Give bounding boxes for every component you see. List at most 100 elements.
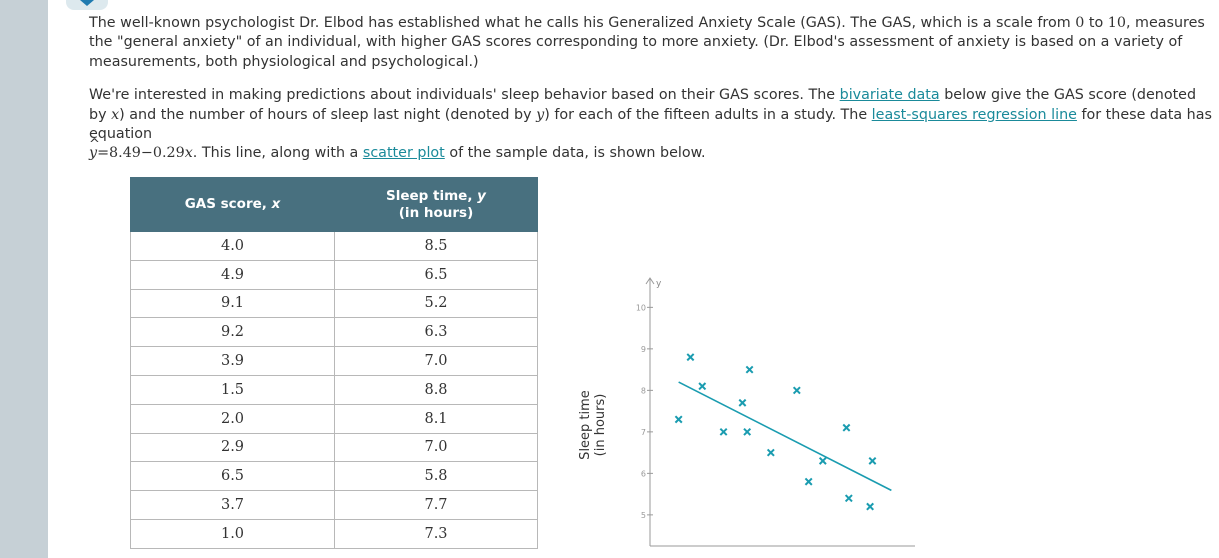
intro-paragraph-2: We're interested in making predictions a… (89, 86, 1215, 164)
table-row: 3.7 7.7 (130, 490, 538, 520)
regression-equation: ^ y (89, 137, 100, 163)
data-point (818, 457, 827, 465)
y-tick-label: 5 (641, 511, 646, 520)
header-y-label: Sleep time, (386, 187, 478, 204)
data-point (743, 427, 752, 436)
data-point-stroke (842, 423, 851, 432)
data-point (698, 382, 707, 391)
gas-score-cell: 6.5 (130, 461, 335, 492)
gas-score-cell: 2.0 (130, 403, 335, 434)
sleep-time-cell: 8.8 (334, 374, 538, 405)
data-point-stroke (792, 386, 801, 395)
data-point-stroke (804, 477, 813, 486)
intro-text: , measures the "general anxiety" of an i… (89, 15, 1205, 70)
sleep-time-cell: 5.8 (334, 461, 538, 492)
y-tick-label: 8 (641, 386, 646, 395)
sleep-time-cell: 5.2 (334, 288, 538, 319)
hat-symbol: ^ (89, 137, 100, 153)
y-axis-title-line2: (in hours) (593, 393, 608, 457)
eq-rhs: =8.49−0.29 (97, 145, 185, 162)
y-axis-ticks: 5 6 7 8 9 10 (636, 303, 653, 520)
data-point-stroke (674, 415, 683, 424)
header-sleep-time: Sleep time, y (in hours) (334, 177, 538, 232)
table-header-row: GAS score, x Sleep time, y (in hours) (130, 177, 538, 232)
intro-text: below give the GAS score (denoted by (89, 87, 1197, 123)
gas-score-cell: 4.0 (130, 231, 335, 261)
data-points (674, 353, 877, 511)
data-point (792, 386, 801, 395)
data-point-stroke (686, 353, 695, 362)
sleep-time-cell: 7.0 (334, 346, 538, 376)
header-y-units: (in hours) (398, 204, 474, 221)
intro-paragraph-1: The well-known psychologist Dr. Elbod ha… (89, 14, 1215, 72)
table-row: 4.9 6.5 (130, 259, 538, 290)
data-point (738, 398, 747, 407)
intro-text: . This line, along with a (192, 145, 363, 162)
gas-score-cell: 3.9 (130, 346, 335, 376)
table-row: 9.2 6.3 (130, 317, 538, 348)
y-tick-label: 6 (641, 469, 646, 478)
data-point-stroke (743, 427, 752, 436)
sleep-time-cell: 6.3 (334, 317, 538, 348)
var-x: x (111, 106, 120, 123)
data-point-stroke (818, 457, 827, 465)
table-row: 9.1 5.2 (130, 288, 538, 319)
y-axis-title: Sleep time (in hours) (573, 385, 613, 465)
intro-text: ) for each of the fifteen adults in a st… (544, 106, 872, 123)
gas-score-cell: 3.7 (130, 490, 335, 520)
y-tick-label: 9 (641, 345, 646, 354)
data-point (842, 423, 851, 432)
regression-line (678, 381, 892, 492)
gas-score-cell: 2.9 (130, 432, 335, 463)
bivariate-data-link[interactable]: bivariate data (839, 87, 940, 104)
chevron-down-icon[interactable] (80, 0, 94, 6)
intro-text: of the sample data, is shown below. (444, 145, 706, 162)
intro-text: The well-known psychologist Dr. Elbod ha… (89, 15, 1076, 31)
table-row: 1.0 7.3 (130, 518, 538, 549)
data-point (804, 477, 813, 486)
y-tick-label: 10 (636, 303, 646, 312)
gas-score-cell: 4.9 (130, 259, 335, 290)
data-point (844, 494, 853, 503)
data-point-stroke (844, 494, 853, 503)
header-x-label: GAS score, (184, 196, 272, 212)
intro-text: to (1084, 15, 1108, 31)
y-axis-title-line1: Sleep time (578, 390, 593, 460)
intro-text: for these data has equation (89, 106, 1212, 143)
table-row: 1.5 8.8 (130, 374, 538, 405)
data-table: GAS score, x Sleep time, y (in hours) 4.0… (130, 177, 538, 549)
table-row: 3.9 7.0 (130, 346, 538, 376)
data-point (719, 427, 728, 436)
scatter-plot: y 5 6 7 8 9 10 (636, 277, 915, 547)
data-point-stroke (868, 457, 877, 465)
scatter-plot-link[interactable]: scatter plot (362, 145, 445, 162)
intro-text: ) and the number of hours of sleep last … (119, 106, 537, 123)
var-y: y (536, 106, 545, 123)
data-point-stroke (698, 382, 707, 391)
gas-score-cell: 9.1 (130, 288, 335, 319)
data-point (745, 365, 754, 374)
plot-axes: y (645, 277, 915, 547)
intro-text: We're interested in making predictions a… (89, 87, 840, 104)
header-x-var: x (271, 196, 281, 212)
sleep-time-cell: 6.5 (334, 259, 538, 290)
data-point (674, 415, 683, 424)
data-point-stroke (745, 365, 754, 374)
data-point (686, 353, 695, 362)
data-point (866, 502, 874, 511)
data-point (868, 457, 877, 465)
eq-y-hat: y (89, 145, 98, 162)
least-squares-regression-line-link[interactable]: least-squares regression line (871, 106, 1077, 123)
math-ten: 10 (1107, 15, 1126, 31)
y-tick-label: 7 (641, 428, 646, 437)
gas-score-cell: 9.2 (130, 317, 335, 348)
sleep-time-cell: 7.3 (334, 518, 538, 549)
sleep-time-cell: 7.0 (334, 432, 538, 463)
gas-score-cell: 1.5 (130, 374, 335, 405)
sleep-time-cell: 8.5 (334, 231, 538, 261)
table-row: 4.0 8.5 (130, 231, 538, 261)
table-row: 6.5 5.8 (130, 461, 538, 492)
header-y-var: y (477, 187, 486, 204)
data-point-stroke (738, 398, 747, 407)
eq-x: x (184, 145, 193, 162)
